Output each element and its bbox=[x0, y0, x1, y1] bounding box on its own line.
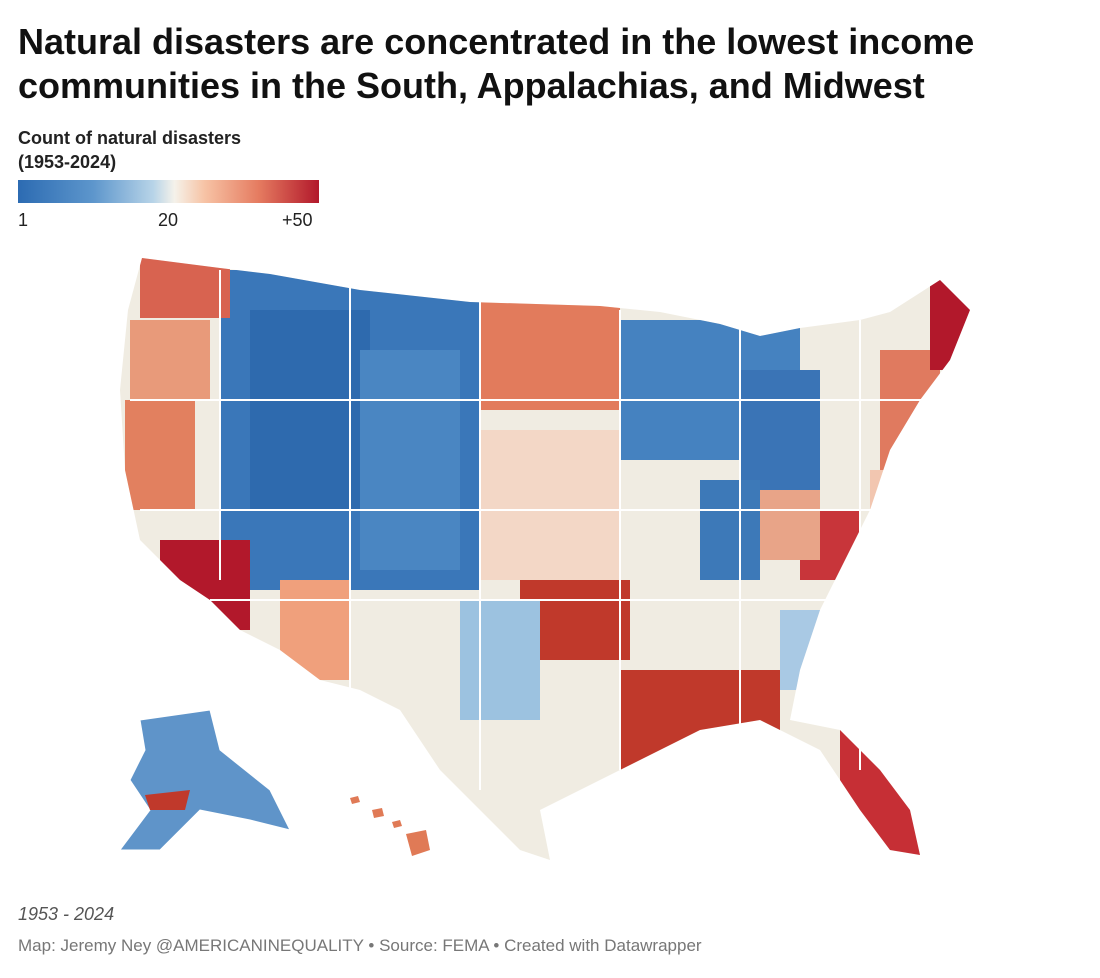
region-washington bbox=[140, 258, 230, 318]
region-illinois bbox=[700, 480, 760, 580]
region-southern-california bbox=[160, 540, 250, 630]
us-county-choropleth-map bbox=[119, 258, 970, 860]
region-central-plains bbox=[480, 430, 620, 580]
legend-title-line-2: (1953-2024) bbox=[18, 152, 117, 172]
legend-tick-high: +50 bbox=[282, 210, 313, 230]
legend-title: Count of natural disasters (1953-2024) bbox=[18, 126, 241, 174]
legend-title-line-1: Count of natural disasters bbox=[18, 128, 242, 148]
state-borders bbox=[130, 270, 940, 790]
region-florida bbox=[840, 710, 920, 860]
region-colorado-utah bbox=[360, 350, 460, 570]
legend-tick-mid: 20 bbox=[158, 210, 179, 230]
region-ohio-indiana bbox=[760, 490, 820, 560]
region-north-carolina bbox=[860, 550, 930, 640]
region-wyoming bbox=[250, 310, 370, 510]
alaska bbox=[119, 709, 291, 851]
region-georgia-carolina bbox=[780, 610, 860, 690]
date-range-note: 1953 - 2024 bbox=[18, 904, 115, 924]
region-oregon bbox=[130, 320, 210, 400]
alaska-panhandle-south bbox=[145, 790, 190, 810]
region-west-texas bbox=[460, 600, 540, 720]
region-michigan bbox=[740, 370, 820, 500]
region-louisiana-mississippi bbox=[620, 670, 780, 770]
legend-tick-low: 1 bbox=[18, 210, 29, 230]
source-footer: Map: Jeremy Ney @AMERICANINEQUALITY • So… bbox=[18, 936, 702, 955]
region-northern-california bbox=[125, 400, 195, 510]
region-north-dakota bbox=[480, 300, 620, 410]
legend-color-scale bbox=[18, 180, 319, 203]
hawaii bbox=[350, 796, 430, 856]
region-maine bbox=[930, 280, 970, 370]
chart-title: Natural disasters are concentrated in th… bbox=[18, 21, 975, 106]
region-arizona bbox=[280, 580, 350, 680]
